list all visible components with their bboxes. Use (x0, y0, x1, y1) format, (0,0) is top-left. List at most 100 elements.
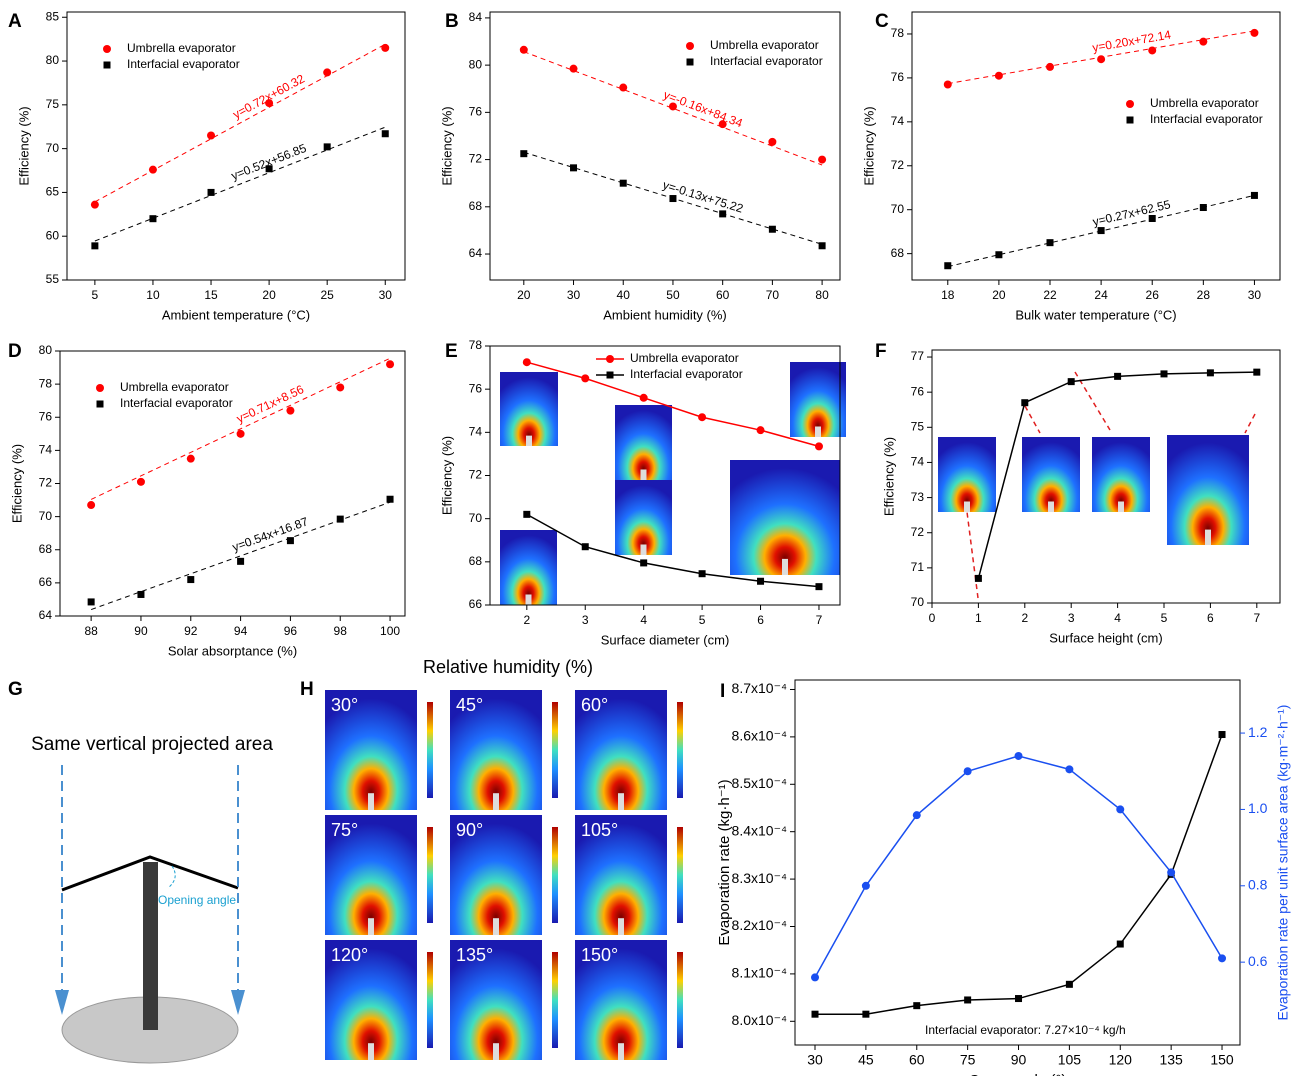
angle-label: 60° (581, 695, 608, 715)
fit-line (91, 502, 390, 609)
marker (687, 59, 694, 66)
simulation-image (500, 530, 557, 605)
marker (337, 516, 344, 523)
x-tick-label: 20 (992, 288, 1006, 302)
angle-label: 90° (456, 820, 483, 840)
simulation-image (615, 480, 672, 555)
y-tick-label: 76 (39, 409, 53, 423)
colorbar (677, 827, 683, 923)
marker (811, 973, 819, 981)
y-tick-label: 72 (911, 525, 925, 539)
y-axis-label: Efficiency (%) (16, 106, 31, 185)
y-tick-label: 78 (469, 338, 483, 352)
marker (1250, 29, 1258, 37)
stem (368, 1043, 374, 1060)
y-tick-label: 70 (911, 595, 925, 609)
marker (815, 583, 822, 590)
marker (1097, 55, 1105, 63)
x-axis-label: Bulk water temperature (°C) (1015, 307, 1176, 322)
y-axis-label: Evaporation rate (kg·h⁻¹) (716, 779, 733, 945)
marker (265, 99, 273, 107)
x-tick-label: 20 (517, 288, 531, 302)
colorbar (677, 952, 683, 1048)
marker (757, 426, 765, 434)
y-tick-label: 64 (39, 608, 53, 622)
marker (964, 996, 971, 1003)
marker (187, 576, 194, 583)
marker (944, 80, 952, 88)
angle-label: 30° (331, 695, 358, 715)
inset-arrow (1025, 406, 1040, 433)
x-tick-label: 92 (184, 624, 198, 638)
marker (137, 478, 145, 486)
marker (323, 68, 331, 76)
marker (520, 46, 528, 54)
marker (187, 455, 195, 463)
legend-label: Umbrella evaporator (120, 380, 229, 394)
colorbar (552, 952, 558, 1048)
y2-tick-label: 1.0 (1248, 800, 1268, 816)
y-tick-label: 72 (469, 152, 483, 166)
y-tick-label: 74 (911, 455, 925, 469)
x-tick-label: 10 (146, 288, 160, 302)
marker (523, 511, 530, 518)
y-tick-label: 71 (911, 560, 925, 574)
marker (640, 394, 648, 402)
marker (1127, 117, 1134, 124)
panel-label: G (8, 679, 23, 700)
x-axis-label: Open angle (°) (969, 1072, 1067, 1076)
marker (87, 501, 95, 509)
marker (619, 84, 627, 92)
x-tick-label: 3 (1068, 611, 1075, 625)
marker (97, 401, 104, 408)
marker (698, 413, 706, 421)
x-tick-label: 60 (716, 288, 730, 302)
marker (1161, 370, 1168, 377)
y2-tick-label: 0.6 (1248, 953, 1268, 969)
y-axis-label: Efficiency (%) (439, 436, 454, 515)
x-tick-label: 18 (941, 288, 955, 302)
pole (143, 862, 158, 1030)
y-tick-label: 78 (891, 26, 905, 40)
panel-label: I (720, 681, 725, 702)
x-tick-label: 22 (1043, 288, 1057, 302)
x-tick-label: 105 (1058, 1052, 1082, 1068)
fit-label: y=0.20x+72.14 (1091, 27, 1172, 54)
x-tick-label: 150 (1210, 1052, 1234, 1068)
stem (1048, 502, 1054, 513)
marker (669, 195, 676, 202)
y-tick-label: 68 (39, 542, 53, 556)
marker (815, 442, 823, 450)
colorbar (427, 952, 433, 1048)
legend-label: Interfacial evaporator (120, 396, 233, 410)
marker (581, 374, 589, 382)
x-tick-label: 0 (929, 611, 936, 625)
panel-label: A (8, 11, 22, 32)
marker (607, 372, 614, 379)
simulation-image (790, 362, 846, 437)
marker (1200, 204, 1207, 211)
marker (1066, 981, 1073, 988)
marker (520, 150, 527, 157)
x-tick-label: 75 (960, 1052, 976, 1068)
x-tick-label: 94 (234, 624, 248, 638)
marker (606, 355, 614, 363)
marker (769, 226, 776, 233)
x-tick-label: 30 (379, 288, 393, 302)
y-tick-label: 55 (46, 272, 60, 286)
y-tick-label: 74 (39, 443, 53, 457)
y-tick-label: 8.6x10⁻⁴ (732, 728, 787, 744)
simulation-image (615, 405, 672, 480)
x-tick-label: 6 (1207, 611, 1214, 625)
y-axis-label: Efficiency (%) (439, 106, 454, 185)
y-tick-label: 80 (46, 53, 60, 67)
fit-label: y=0.27x+62.55 (1091, 197, 1172, 229)
marker (1219, 731, 1226, 738)
marker (1098, 227, 1105, 234)
marker (582, 543, 589, 550)
y2-axis-label: Evaporation rate per unit surface area (… (1275, 705, 1291, 1021)
angle-arc (168, 866, 175, 888)
stem (526, 595, 532, 606)
panel-label: H (300, 679, 314, 700)
marker (137, 591, 144, 598)
